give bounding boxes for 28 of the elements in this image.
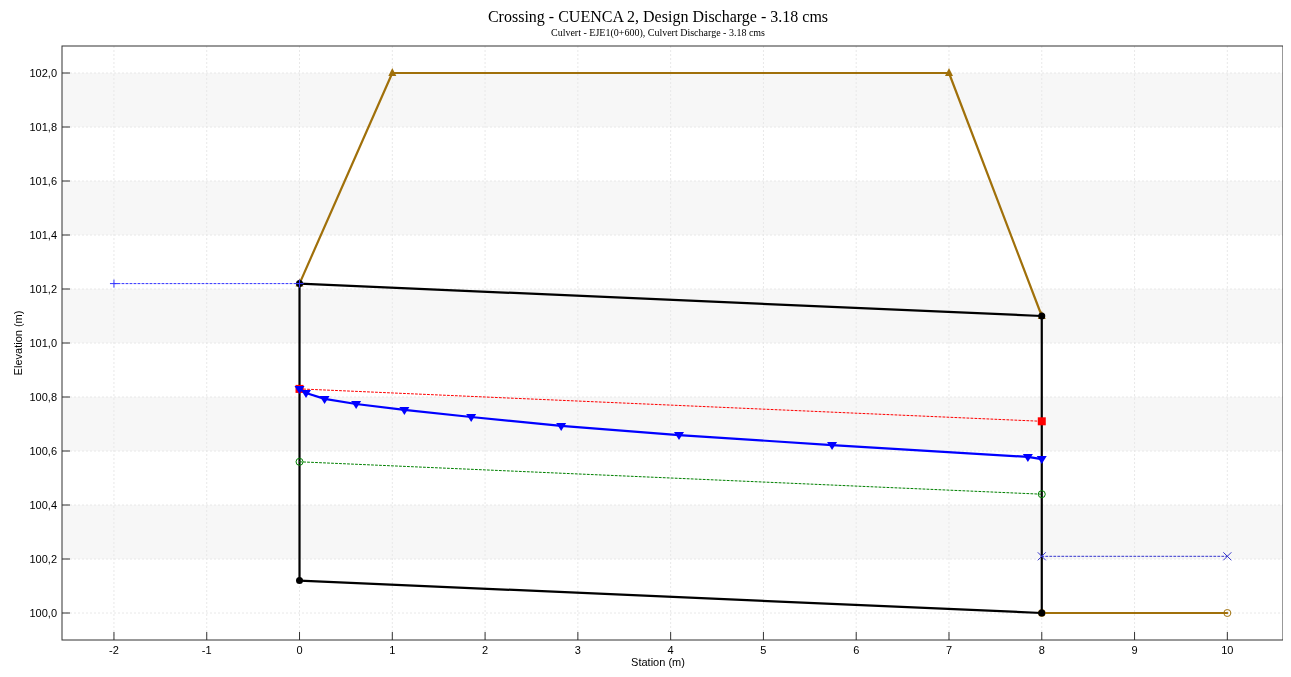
y-tick-label: 101,8 [29, 121, 57, 133]
x-axis-title: Station (m) [631, 656, 685, 668]
x-tick-label: 9 [1131, 644, 1138, 656]
chart-subtitle: Culvert - EJE1(0+600), Culvert Discharge - 3.18 cms [550, 27, 766, 39]
x-tick-label: 6 [853, 644, 860, 656]
x-tick-label: 3 [574, 644, 581, 656]
x-tick-label: 4 [667, 644, 674, 656]
y-axis-title: Elevation (m) [12, 310, 24, 376]
y-tick-label: 102,0 [29, 67, 57, 79]
y-tick-label: 101,2 [29, 283, 57, 295]
x-tick-label: 0 [296, 644, 303, 656]
x-tick-label: 7 [945, 644, 953, 656]
y-tick-label: 100,8 [29, 391, 57, 403]
x-tick-label: 10 [1221, 644, 1234, 656]
y-tick-label: 101,6 [29, 175, 57, 187]
y-tick-label: 100,2 [29, 553, 57, 565]
y-tick-label: 100,0 [29, 607, 57, 619]
y-tick-label: 100,6 [29, 445, 57, 457]
x-tick-label: -1 [201, 644, 212, 656]
y-tick-label: 101,4 [29, 229, 57, 241]
x-tick-label: -2 [109, 644, 119, 656]
chart-title: Crossing - CUENCA 2, Design Discharge - 3.18 cms [487, 8, 829, 26]
x-tick-label: 2 [482, 644, 489, 656]
x-tick-label: 8 [1038, 644, 1045, 656]
y-tick-label: 101,0 [29, 337, 57, 349]
x-tick-label: 1 [389, 644, 396, 656]
y-tick-label: 100,4 [29, 499, 57, 511]
x-tick-label: 5 [760, 644, 767, 656]
